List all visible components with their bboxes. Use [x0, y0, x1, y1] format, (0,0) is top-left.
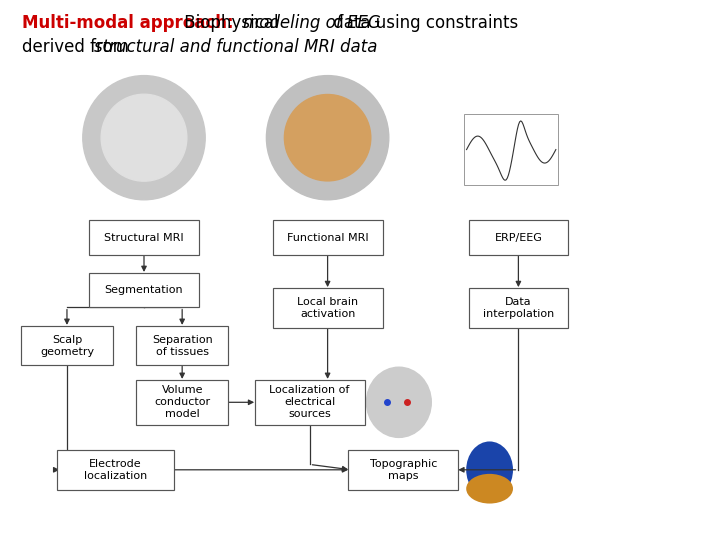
- Ellipse shape: [83, 76, 205, 200]
- FancyBboxPatch shape: [21, 326, 113, 365]
- FancyBboxPatch shape: [136, 380, 228, 424]
- Text: Scalp
geometry: Scalp geometry: [40, 335, 94, 356]
- Ellipse shape: [284, 94, 371, 181]
- Text: Data
interpolation: Data interpolation: [483, 297, 554, 319]
- FancyBboxPatch shape: [255, 380, 364, 424]
- Ellipse shape: [266, 76, 389, 200]
- Ellipse shape: [467, 474, 513, 503]
- Text: modeling of EEG: modeling of EEG: [243, 14, 381, 31]
- Text: Local brain
activation: Local brain activation: [297, 297, 358, 319]
- FancyBboxPatch shape: [272, 288, 383, 327]
- FancyBboxPatch shape: [57, 450, 174, 489]
- Text: Separation
of tissues: Separation of tissues: [152, 335, 212, 356]
- Text: structural and functional MRI data: structural and functional MRI data: [94, 38, 377, 56]
- FancyBboxPatch shape: [348, 450, 459, 489]
- Text: Topographic
maps: Topographic maps: [369, 459, 437, 481]
- Ellipse shape: [101, 94, 187, 181]
- Text: Functional MRI: Functional MRI: [287, 233, 369, 242]
- Text: Biophysical: Biophysical: [179, 14, 283, 31]
- FancyBboxPatch shape: [464, 114, 558, 185]
- Ellipse shape: [366, 367, 431, 437]
- FancyBboxPatch shape: [272, 220, 383, 255]
- FancyBboxPatch shape: [469, 288, 568, 327]
- FancyBboxPatch shape: [89, 273, 199, 307]
- Text: data using constraints: data using constraints: [328, 14, 518, 31]
- FancyBboxPatch shape: [89, 220, 199, 255]
- Text: Segmentation: Segmentation: [104, 285, 184, 295]
- Ellipse shape: [467, 442, 513, 498]
- Text: Structural MRI: Structural MRI: [104, 233, 184, 242]
- Text: derived from: derived from: [22, 38, 134, 56]
- FancyBboxPatch shape: [469, 220, 568, 255]
- Text: Electrode
localization: Electrode localization: [84, 459, 147, 481]
- Text: Localization of
electrical
sources: Localization of electrical sources: [269, 386, 350, 419]
- FancyBboxPatch shape: [136, 326, 228, 365]
- Text: Multi-modal approach:: Multi-modal approach:: [22, 14, 233, 31]
- Text: Volume
conductor
model: Volume conductor model: [154, 386, 210, 419]
- Text: .: .: [286, 38, 291, 56]
- Text: ERP/EEG: ERP/EEG: [495, 233, 542, 242]
